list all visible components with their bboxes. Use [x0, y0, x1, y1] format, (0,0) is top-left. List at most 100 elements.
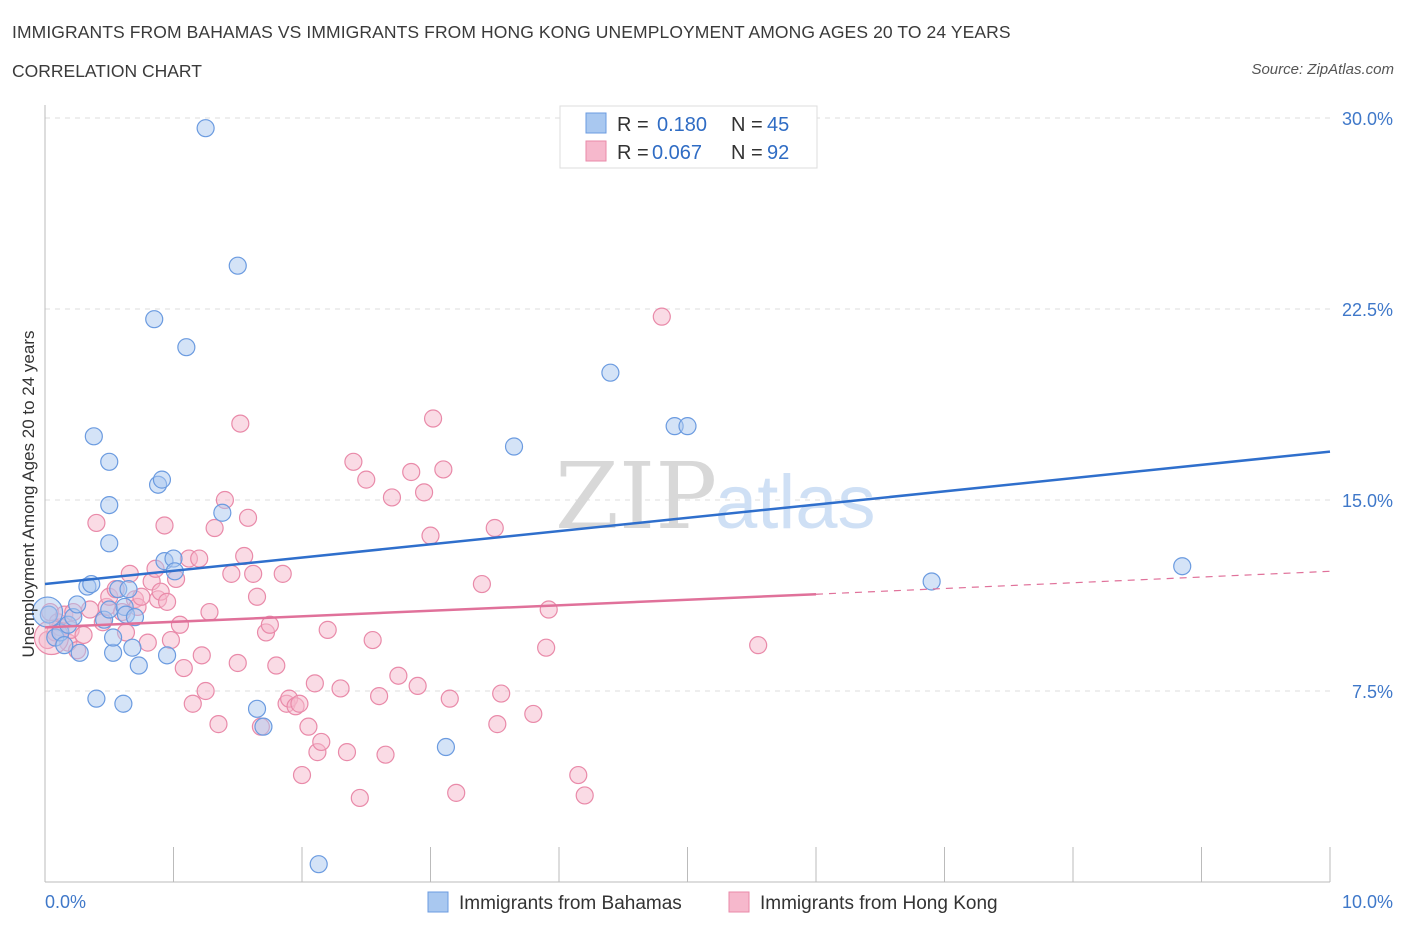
bahamas-point-6: [68, 595, 87, 614]
bahamas-point-24: [123, 638, 142, 657]
hongkong-point-52: [260, 615, 279, 634]
bottom-legend-label-hongkong: Immigrants from Hong Kong: [760, 893, 998, 914]
hongkong-point-84: [485, 518, 504, 538]
bahamas-point-45: [678, 417, 697, 436]
hongkong-point-86: [492, 684, 511, 703]
legend-r-value-bahamas: 0.180: [657, 114, 707, 136]
bahamas-point-31: [157, 646, 177, 665]
legend-swatch-hongkong: [585, 140, 607, 162]
legend-n-label-hongkong: N =: [731, 142, 763, 164]
bahamas-point-35: [196, 119, 215, 138]
hongkong-point-82: [447, 783, 466, 802]
hongkong-point-81: [440, 689, 459, 708]
hongkong-point-71: [370, 686, 389, 706]
hongkong-point-33: [174, 658, 193, 678]
hongkong-point-45: [231, 414, 250, 433]
legend-n-value-bahamas: 45: [767, 114, 789, 136]
hongkong-point-43: [222, 564, 241, 583]
hongkong-point-60: [299, 717, 318, 736]
hongkong-point-59: [292, 765, 312, 785]
bottom-legend-swatch-bahamas: [427, 891, 449, 913]
hongkong-point-75: [402, 462, 421, 482]
hongkong-point-93: [749, 636, 768, 655]
y-axis-label: Unemployment Among Ages 20 to 24 years: [19, 331, 38, 658]
bahamas-point-42: [504, 437, 524, 456]
hongkong-points: [33, 307, 768, 808]
legend-n-label-bahamas: N =: [731, 114, 763, 136]
hongkong-point-39: [200, 602, 219, 622]
bahamas-point-37: [228, 256, 247, 275]
hongkong-point-35: [183, 694, 202, 713]
bottom-legend-label-bahamas: Immigrants from Bahamas: [459, 893, 682, 914]
hongkong-point-48: [244, 564, 263, 583]
bahamas-point-40: [309, 855, 328, 874]
y-tick-label-0: 7.5%: [1352, 682, 1393, 702]
hongkong-point-28: [155, 516, 174, 535]
hongkong-point-41: [209, 715, 228, 734]
hongkong-trend-extension: [815, 570, 1331, 595]
hongkong-point-78: [421, 526, 440, 545]
grid-lines: [45, 117, 1330, 692]
source-credit: Source: ZipAtlas.com: [1251, 61, 1394, 78]
bahamas-point-11: [87, 689, 106, 708]
legend-n-value-hongkong: 92: [767, 142, 789, 164]
hongkong-point-36: [190, 549, 209, 568]
hongkong-point-76: [408, 676, 427, 696]
hongkong-point-69: [357, 470, 376, 489]
bahamas-point-38: [247, 699, 267, 718]
bahamas-point-13: [100, 495, 119, 515]
bahamas-point-46: [922, 572, 941, 591]
y-tick-labels: 7.5% 15.0% 22.5% 30.0%: [1342, 109, 1393, 702]
bottom-legend: Immigrants from Bahamas Immigrants from …: [427, 891, 998, 914]
hongkong-point-54: [273, 564, 292, 583]
bahamas-point-34: [177, 338, 196, 357]
hongkong-point-83: [472, 574, 491, 594]
hongkong-point-74: [389, 666, 408, 685]
bahamas-point-18: [104, 628, 123, 647]
hongkong-point-90: [569, 765, 588, 785]
hongkong-point-12: [87, 513, 106, 533]
bahamas-point-20: [114, 694, 133, 713]
watermark-atlas: atlas: [715, 460, 876, 545]
hongkong-point-10: [74, 625, 93, 645]
hongkong-point-79: [423, 409, 443, 428]
hongkong-point-23: [138, 633, 157, 652]
trend-lines: [44, 450, 1331, 629]
legend-box: R = 0.180 N = 45 R = 0.067 N = 92: [559, 105, 818, 169]
bahamas-point-27: [145, 310, 164, 329]
hongkong-trend-line: [44, 592, 817, 629]
hongkong-point-77: [414, 483, 434, 502]
y-tick-label-3: 30.0%: [1342, 109, 1393, 129]
hongkong-point-49: [247, 587, 267, 606]
legend-r-value-hongkong: 0.067: [652, 142, 702, 164]
legend-r-label-hongkong: R =: [617, 142, 649, 164]
bahamas-point-10: [84, 427, 103, 446]
hongkong-point-65: [331, 679, 350, 698]
bahamas-point-15: [104, 643, 123, 662]
bahamas-point-47: [1173, 557, 1192, 576]
hongkong-point-37: [192, 646, 211, 665]
x-tick-label-max: 10.0%: [1342, 892, 1393, 912]
bahamas-point-25: [125, 608, 145, 627]
chart-title: IMMIGRANTS FROM BAHAMAS VS IMMIGRANTS FR…: [12, 22, 1011, 42]
hongkong-point-30: [161, 630, 181, 650]
hongkong-point-87: [524, 704, 543, 724]
hongkong-point-38: [196, 681, 215, 701]
bahamas-point-43: [601, 363, 620, 382]
hongkong-point-72: [376, 745, 395, 764]
bahamas-point-26: [129, 656, 148, 675]
bahamas-point-0: [39, 605, 58, 624]
bahamas-point-3: [55, 636, 74, 655]
hongkong-point-88: [537, 638, 556, 657]
hongkong-point-32: [170, 615, 190, 634]
hongkong-point-47: [238, 508, 258, 527]
hongkong-point-68: [350, 788, 369, 808]
bahamas-trend-line: [44, 450, 1331, 586]
watermark: ZIP atlas: [555, 443, 876, 550]
bottom-legend-swatch-hongkong: [728, 891, 750, 913]
hongkong-point-80: [434, 460, 453, 479]
bahamas-point-39: [254, 717, 273, 736]
hongkong-point-89: [539, 600, 558, 619]
bahamas-point-29: [152, 470, 172, 489]
hongkong-point-58: [290, 694, 309, 713]
